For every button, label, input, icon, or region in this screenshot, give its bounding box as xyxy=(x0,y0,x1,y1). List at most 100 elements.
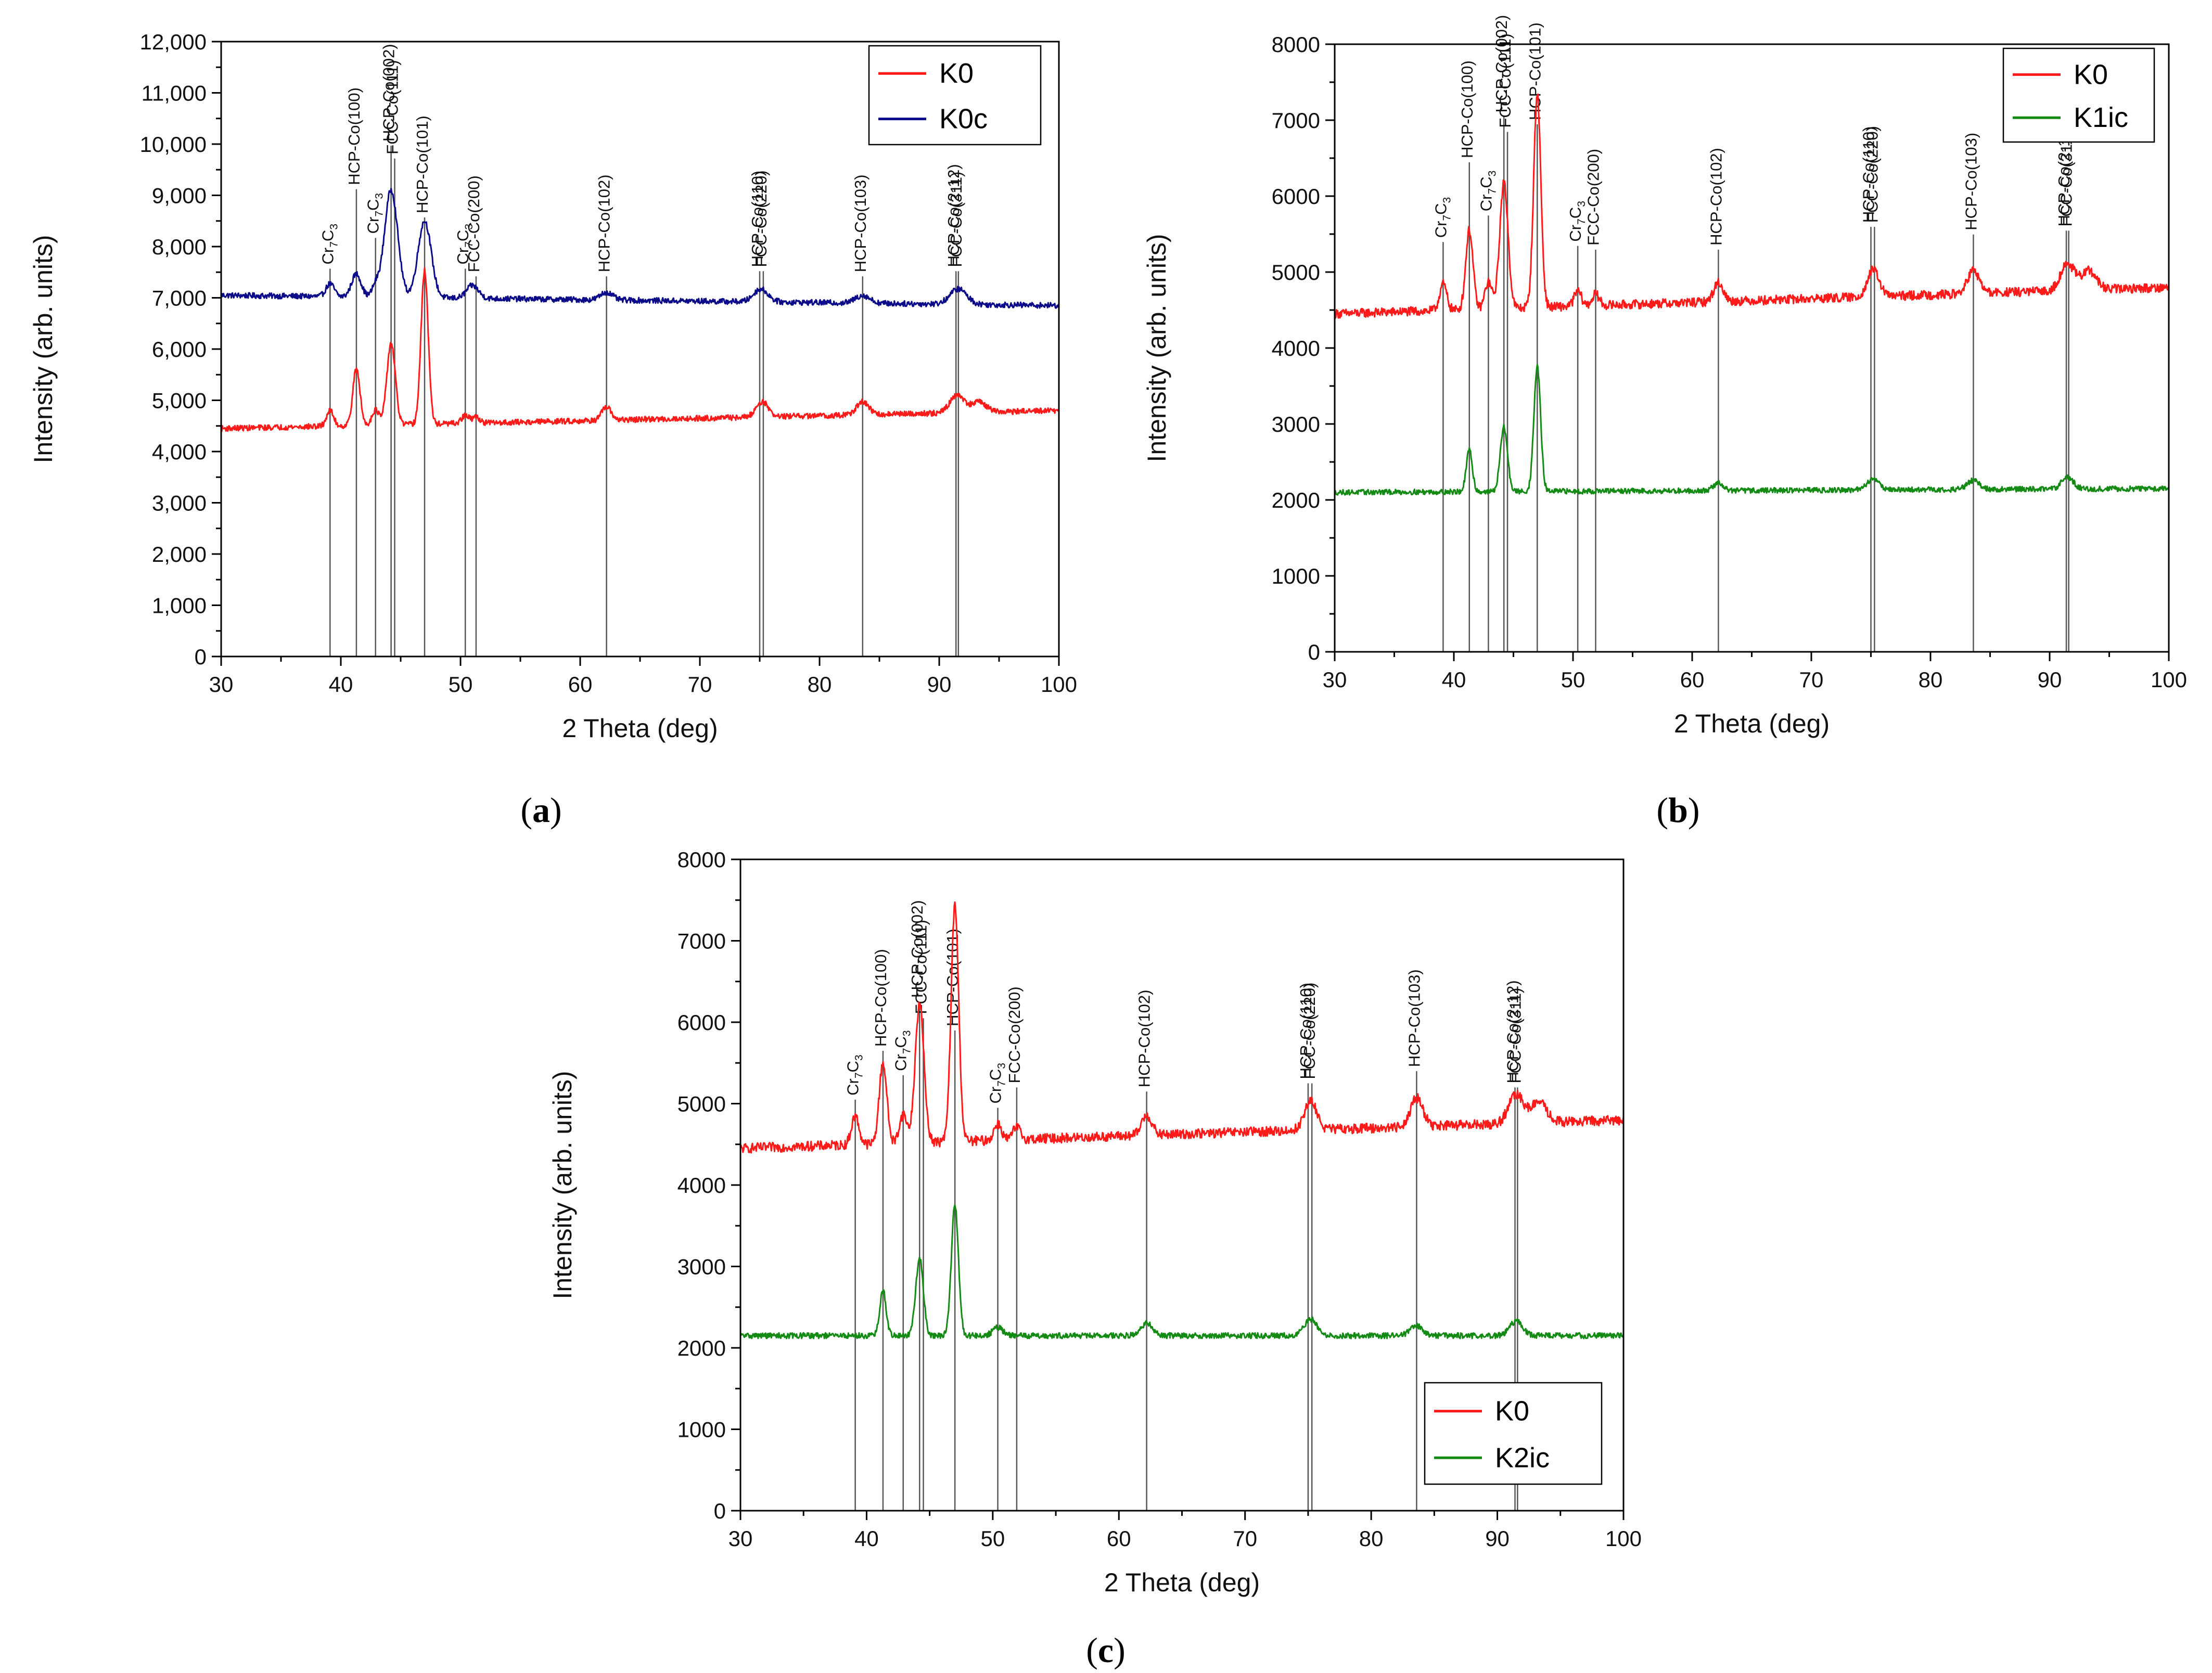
y-tick-label: 1,000 xyxy=(152,594,207,618)
peak-label: Cr7C3 xyxy=(987,1063,1008,1103)
y-tick-label: 4,000 xyxy=(152,440,207,464)
y-tick-label: 5,000 xyxy=(152,389,207,413)
y-tick-label: 11,000 xyxy=(142,81,207,106)
series-line-k0c xyxy=(220,188,1059,309)
y-tick-label: 6000 xyxy=(677,1010,726,1035)
peak-label: Cr7C3 xyxy=(892,1030,913,1071)
peak-label: HCP-Co(103) xyxy=(851,174,870,272)
x-tick-label: 90 xyxy=(1485,1526,1510,1551)
x-axis-title: 2 Theta (deg) xyxy=(562,714,718,743)
legend-box xyxy=(868,45,1042,146)
y-tick-label: 6,000 xyxy=(152,337,207,362)
y-tick-label: 2000 xyxy=(677,1336,726,1360)
peak-label: HCP-Co(100) xyxy=(1458,60,1476,158)
y-tick-label: 4000 xyxy=(677,1173,726,1198)
x-tick-label: 70 xyxy=(688,672,712,697)
legend-label: K0 xyxy=(1495,1396,1529,1427)
legend: K0 K1ic xyxy=(2002,47,2155,143)
x-tick-label: 100 xyxy=(1605,1526,1642,1551)
panel-label-b: (b) xyxy=(1656,790,1699,830)
y-tick-label: 0 xyxy=(1308,640,1320,664)
x-tick-label: 60 xyxy=(1107,1526,1131,1551)
legend-box xyxy=(1424,1382,1603,1485)
x-tick-label: 50 xyxy=(1561,667,1586,692)
y-tick-label: 7000 xyxy=(1272,108,1320,133)
peak-label: FCC-Co(200) xyxy=(1584,149,1603,246)
legend: K0 K2ic xyxy=(1424,1382,1603,1485)
y-tick-label: 10,000 xyxy=(140,132,207,157)
y-tick-label: 8,000 xyxy=(152,235,207,259)
x-tick-label: 70 xyxy=(1233,1526,1257,1551)
peak-label: Cr7C3 xyxy=(1431,197,1453,238)
peak-label: FCC-Co(111) xyxy=(1496,33,1514,127)
y-tick-label: 12,000 xyxy=(140,30,207,54)
peak-label: Cr7C3 xyxy=(1477,171,1498,211)
peak-label: HCP-Co(2-12) xyxy=(944,164,963,267)
panel-a-chart: Cr7C3HCP-Co(100)Cr7C3HCP-Co(002)FCC-Co(1… xyxy=(29,30,1077,743)
peak-label: FCC-Co(220) xyxy=(1300,983,1319,1079)
peak-label: FCC-Co(311) xyxy=(947,172,965,267)
panel-c-chart: Cr7C3HCP-Co(100)Cr7C3HCP-Co(002)FCC-Co(1… xyxy=(548,847,1642,1597)
x-tick-label: 80 xyxy=(1919,667,1943,692)
peak-label: FCC-Co(111) xyxy=(383,60,402,154)
peak-label: HCP-Co(100) xyxy=(345,87,363,185)
y-tick-label: 3000 xyxy=(677,1255,726,1279)
x-tick-label: 100 xyxy=(1041,672,1077,697)
y-tick-label: 9,000 xyxy=(152,184,207,208)
peak-label: HCP-Co(102) xyxy=(1707,148,1725,246)
y-tick-label: 0 xyxy=(195,645,207,669)
peak-label: FCC-Co(111) xyxy=(912,920,930,1014)
peak-label: HCP-Co(103) xyxy=(1962,133,1980,230)
y-tick-label: 6000 xyxy=(1272,184,1320,209)
peak-label: HCP-Co(103) xyxy=(1405,969,1423,1067)
y-tick-label: 4000 xyxy=(1272,336,1320,361)
y-tick-label: 7000 xyxy=(677,929,726,954)
y-tick-label: 1000 xyxy=(677,1418,726,1442)
y-tick-label: 1000 xyxy=(1272,564,1320,588)
peak-label: HCP-Co(102) xyxy=(1135,989,1154,1087)
y-tick-label: 8000 xyxy=(1272,32,1320,57)
peak-label: HCP-Co(2-12) xyxy=(1504,980,1522,1083)
series-line-k0 xyxy=(740,901,1625,1154)
peak-label: Cr7C3 xyxy=(844,1054,865,1095)
x-axis-title: 2 Theta (deg) xyxy=(1104,1568,1260,1597)
peak-label: HCP-Co(110) xyxy=(1860,126,1878,223)
y-tick-label: 0 xyxy=(714,1499,726,1523)
y-tick-label: 3,000 xyxy=(152,491,207,516)
x-tick-label: 50 xyxy=(980,1526,1005,1551)
peak-label: HCP-Co(002) xyxy=(380,44,398,141)
peak-label: FCC-Co(311) xyxy=(1506,988,1524,1084)
x-tick-label: 90 xyxy=(927,672,952,697)
x-tick-label: 60 xyxy=(1680,667,1705,692)
x-tick-label: 40 xyxy=(329,672,353,697)
peak-label: HCP-Co(110) xyxy=(1297,983,1315,1079)
x-tick-label: 100 xyxy=(2151,667,2187,692)
peak-label: Cr7C3 xyxy=(454,224,475,264)
panel-label-a: (a) xyxy=(520,790,561,830)
x-tick-label: 80 xyxy=(808,672,832,697)
peak-label: HCP-Co(100) xyxy=(872,949,890,1047)
panel-label-c: (c) xyxy=(1086,1630,1126,1670)
y-tick-label: 5000 xyxy=(677,1092,726,1116)
peak-label: FCC-Co(200) xyxy=(1005,986,1024,1083)
legend-label: K0 xyxy=(939,58,974,89)
legend-label: K2ic xyxy=(1495,1442,1550,1473)
peak-label: HCP-Co(002) xyxy=(1492,15,1511,113)
series-line-k2ic xyxy=(739,1204,1625,1340)
x-tick-label: 40 xyxy=(1442,667,1466,692)
x-tick-label: 80 xyxy=(1359,1526,1384,1551)
peak-label: Cr7C3 xyxy=(1566,201,1588,241)
x-tick-label: 50 xyxy=(449,672,473,697)
peak-label: HCP-Co(110) xyxy=(748,171,766,267)
peak-label: FCC-Co(220) xyxy=(752,170,770,267)
y-axis-title: Intensity (arb. units) xyxy=(548,1071,577,1299)
y-tick-label: 7,000 xyxy=(152,286,207,311)
peak-label: HCP-Co(101) xyxy=(413,115,431,213)
x-tick-label: 40 xyxy=(854,1526,879,1551)
x-tick-label: 60 xyxy=(568,672,593,697)
series-line-k0 xyxy=(220,267,1060,432)
peak-label: Cr7C3 xyxy=(364,193,386,234)
x-tick-label: 90 xyxy=(2038,667,2062,692)
